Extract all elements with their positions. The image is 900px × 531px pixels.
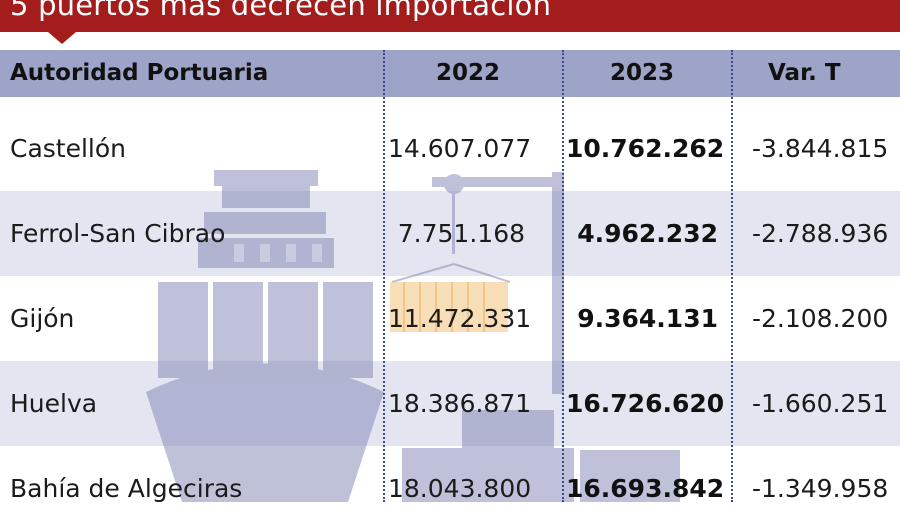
port-illustration (146, 170, 680, 502)
column-header-2023: 2023 (610, 60, 675, 86)
variation-cell: -1.660.251 (752, 389, 889, 418)
value-2023-cell: 16.693.842 (566, 474, 725, 503)
column-divider (562, 50, 564, 502)
ship-hull-icon (146, 363, 384, 502)
value-2022-cell: 11.472.331 (388, 304, 532, 333)
variation-cell: -1.349.958 (752, 474, 889, 503)
port-name-cell: Huelva (10, 389, 98, 418)
table-body: Castellón 14.607.077 10.762.262 -3.844.8… (10, 134, 889, 503)
container-icon (390, 282, 508, 332)
value-2022-cell: 14.607.077 (388, 134, 532, 163)
port-name-cell: Gijón (10, 304, 75, 333)
title-banner: 5 puertos más decrecen importación (0, 0, 900, 32)
value-2023-cell: 9.364.131 (577, 304, 718, 333)
value-2022-cell: 18.043.800 (388, 474, 532, 503)
value-2023-cell: 4.962.232 (577, 219, 718, 248)
value-2022-cell: 18.386.871 (388, 389, 532, 418)
ship-bridge-icon (214, 170, 318, 186)
port-name-cell: Castellón (10, 134, 127, 163)
crane-tower-icon (552, 172, 564, 394)
port-name-cell: Ferrol-San Cibrao (10, 219, 226, 248)
value-2022-cell: 7.751.168 (397, 219, 525, 248)
column-divider (731, 50, 733, 502)
banner-notch (48, 32, 76, 44)
variation-cell: -2.108.200 (752, 304, 889, 333)
column-divider (383, 50, 385, 502)
column-header-variation: Var. T (768, 60, 841, 86)
value-2023-cell: 16.726.620 (566, 389, 725, 418)
variation-cell: -3.844.815 (752, 134, 889, 163)
crane-pulley-icon (444, 174, 464, 194)
crane-arm-icon (432, 177, 564, 187)
table-header: Autoridad Portuaria 2022 2023 Var. T (0, 50, 900, 97)
port-name-cell: Bahía de Algeciras (10, 474, 243, 503)
table-row-shaded (0, 191, 900, 276)
chart-title: 5 puertos más decrecen importación (10, 0, 552, 22)
value-2023-cell: 10.762.262 (566, 134, 725, 163)
column-header-port: Autoridad Portuaria (10, 60, 269, 86)
variation-cell: -2.788.936 (752, 219, 889, 248)
column-header-2022: 2022 (436, 60, 501, 86)
